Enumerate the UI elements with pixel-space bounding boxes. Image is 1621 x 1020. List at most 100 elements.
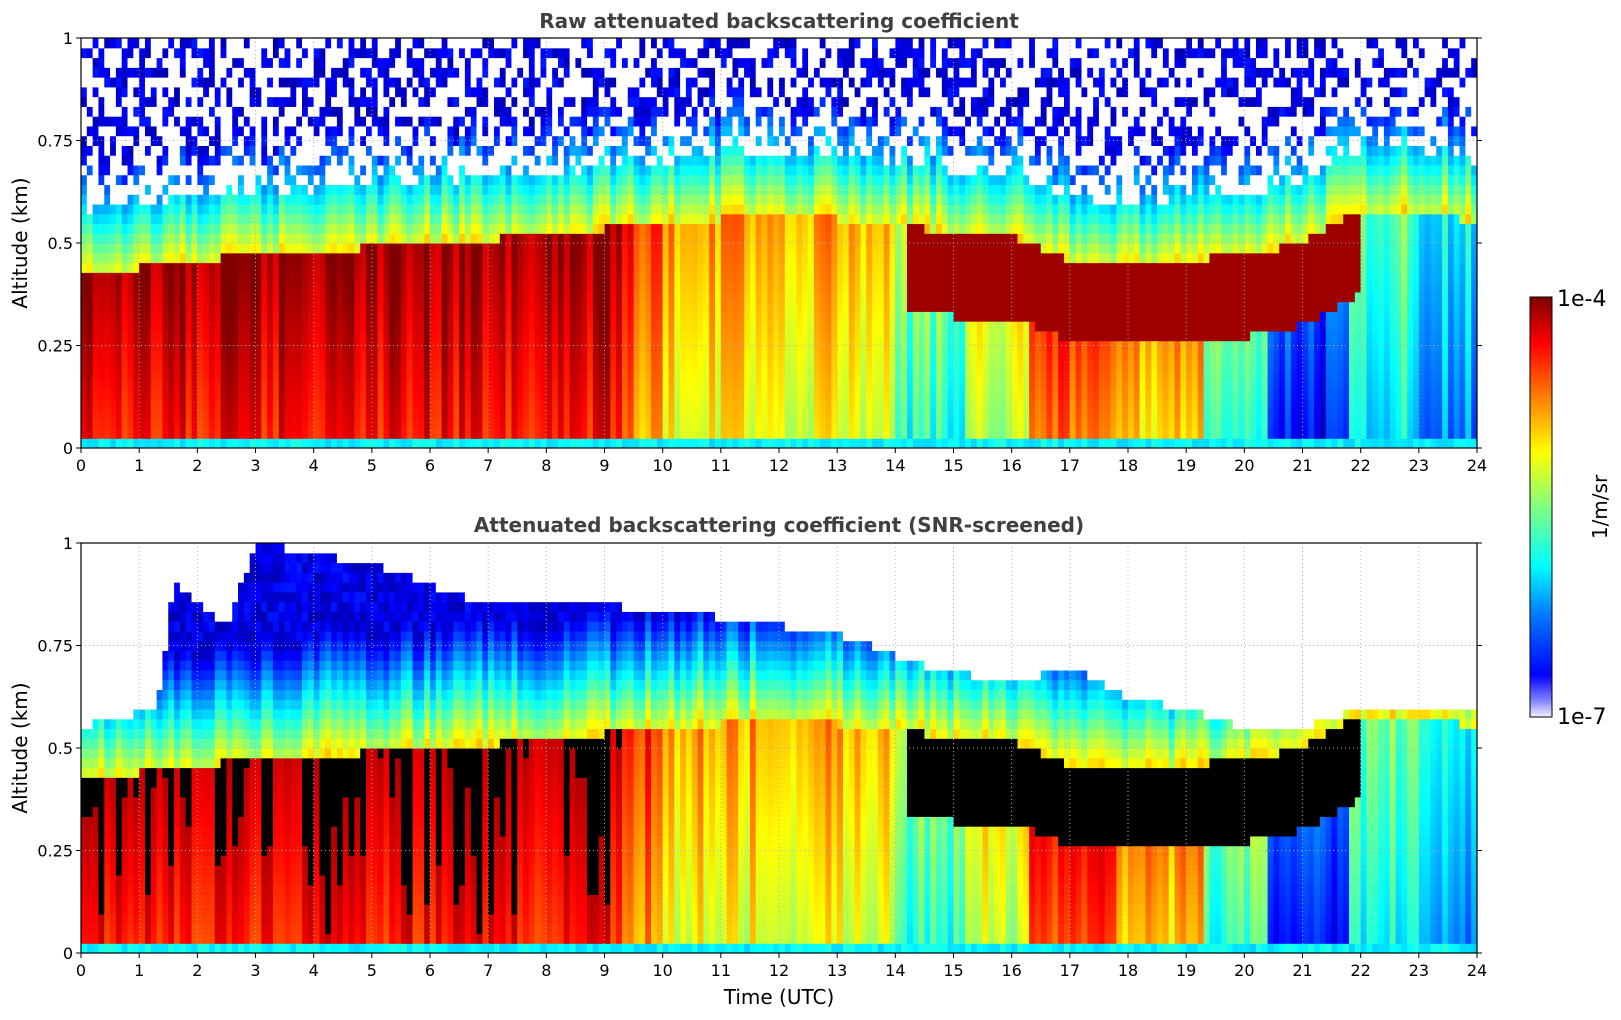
heatmap-cell bbox=[389, 262, 396, 273]
heatmap-cell bbox=[651, 311, 658, 322]
heatmap-cell bbox=[534, 282, 542, 293]
heatmap-cell bbox=[400, 155, 408, 166]
heatmap-cell bbox=[395, 223, 402, 234]
heatmap-cell bbox=[313, 340, 321, 351]
heatmap-cell bbox=[575, 291, 582, 303]
heatmap-cell bbox=[179, 194, 187, 205]
heatmap-cell bbox=[191, 194, 198, 205]
heatmap-cell bbox=[435, 77, 443, 88]
heatmap-cell bbox=[557, 379, 565, 391]
heatmap-cell bbox=[290, 233, 297, 244]
heatmap-cell bbox=[110, 233, 117, 244]
heatmap-cell bbox=[203, 38, 210, 49]
heatmap-cell bbox=[290, 282, 297, 293]
heatmap-cell bbox=[156, 125, 164, 137]
heatmap-cell bbox=[261, 311, 268, 322]
heatmap-cell bbox=[296, 67, 303, 78]
heatmap-cell bbox=[296, 47, 303, 59]
heatmap-cell bbox=[715, 428, 722, 439]
heatmap-cell bbox=[592, 145, 600, 156]
heatmap-cell bbox=[191, 213, 198, 225]
heatmap-cell bbox=[459, 428, 466, 439]
heatmap-cell bbox=[761, 86, 768, 98]
heatmap-cell bbox=[272, 262, 280, 273]
heatmap-cell bbox=[587, 106, 594, 117]
heatmap-cell bbox=[459, 86, 466, 98]
heatmap-cell bbox=[185, 233, 193, 244]
heatmap-cell bbox=[656, 155, 664, 166]
heatmap-cell bbox=[499, 155, 507, 166]
heatmap-cell bbox=[395, 282, 402, 293]
heatmap-cell bbox=[587, 321, 594, 332]
heatmap-cell bbox=[749, 399, 757, 410]
heatmap-cell bbox=[208, 86, 216, 98]
heatmap-cell bbox=[447, 408, 454, 420]
heatmap-cell bbox=[110, 243, 117, 254]
heatmap-cell bbox=[348, 155, 355, 166]
heatmap-cell bbox=[720, 67, 728, 78]
heatmap-cell bbox=[616, 155, 623, 166]
heatmap-cell bbox=[98, 145, 105, 156]
heatmap-cell bbox=[604, 360, 611, 371]
heatmap-cell bbox=[581, 291, 588, 303]
heatmap-cell bbox=[144, 233, 152, 244]
heatmap-cell bbox=[645, 145, 652, 156]
heatmap-cell bbox=[162, 369, 169, 381]
heatmap-cell bbox=[144, 86, 152, 98]
heatmap-cell bbox=[139, 408, 146, 420]
heatmap-cell bbox=[278, 155, 286, 166]
heatmap-cell bbox=[226, 272, 233, 283]
heatmap-cell bbox=[680, 135, 687, 146]
heatmap-cell bbox=[569, 174, 577, 186]
heatmap-cell bbox=[709, 428, 716, 439]
heatmap-cell bbox=[621, 77, 629, 88]
heatmap-cell bbox=[447, 96, 454, 107]
heatmap-cell bbox=[435, 194, 443, 205]
heatmap-cell bbox=[755, 272, 763, 283]
heatmap-cell bbox=[685, 282, 693, 293]
heatmap-cell bbox=[203, 96, 210, 107]
heatmap-cell bbox=[191, 330, 198, 342]
heatmap-cell bbox=[197, 399, 204, 410]
heatmap-cell bbox=[476, 252, 483, 264]
heatmap-cell bbox=[656, 399, 664, 410]
heatmap-cell bbox=[412, 86, 419, 98]
heatmap-cell bbox=[115, 77, 123, 88]
heatmap-cell bbox=[685, 174, 693, 186]
heatmap-cell bbox=[296, 262, 303, 273]
heatmap-cell bbox=[307, 330, 315, 342]
heatmap-cell bbox=[232, 77, 239, 88]
heatmap-cell bbox=[284, 282, 291, 293]
heatmap-cell bbox=[191, 350, 198, 361]
heatmap-cell bbox=[720, 408, 728, 420]
heatmap-cell bbox=[272, 194, 280, 205]
heatmap-cell bbox=[377, 282, 385, 293]
heatmap-cell bbox=[592, 57, 600, 68]
heatmap-cell bbox=[587, 252, 594, 264]
heatmap-cell bbox=[668, 379, 675, 391]
heatmap-cell bbox=[575, 418, 582, 430]
heatmap-cell bbox=[354, 282, 361, 293]
heatmap-cell bbox=[342, 116, 350, 127]
heatmap-cell bbox=[587, 47, 594, 59]
heatmap-cell bbox=[691, 321, 699, 332]
heatmap-cell bbox=[336, 291, 344, 303]
heatmap-cell bbox=[185, 86, 193, 98]
heatmap-cell bbox=[162, 86, 169, 98]
heatmap-cell bbox=[284, 203, 291, 215]
heatmap-cell bbox=[412, 389, 419, 400]
heatmap-cell bbox=[720, 243, 728, 254]
heatmap-cell bbox=[604, 125, 611, 137]
heatmap-cell bbox=[662, 125, 670, 137]
heatmap-cell bbox=[406, 125, 414, 137]
heatmap-cell bbox=[168, 282, 175, 293]
heatmap-cell bbox=[336, 389, 344, 400]
heatmap-cell bbox=[307, 243, 315, 254]
heatmap-cell bbox=[715, 145, 722, 156]
heatmap-cell bbox=[430, 272, 437, 283]
heatmap-cell bbox=[302, 203, 309, 215]
heatmap-cell bbox=[476, 135, 483, 146]
heatmap-cell bbox=[296, 438, 303, 448]
heatmap-cell bbox=[267, 272, 274, 283]
heatmap-cell bbox=[592, 67, 600, 78]
